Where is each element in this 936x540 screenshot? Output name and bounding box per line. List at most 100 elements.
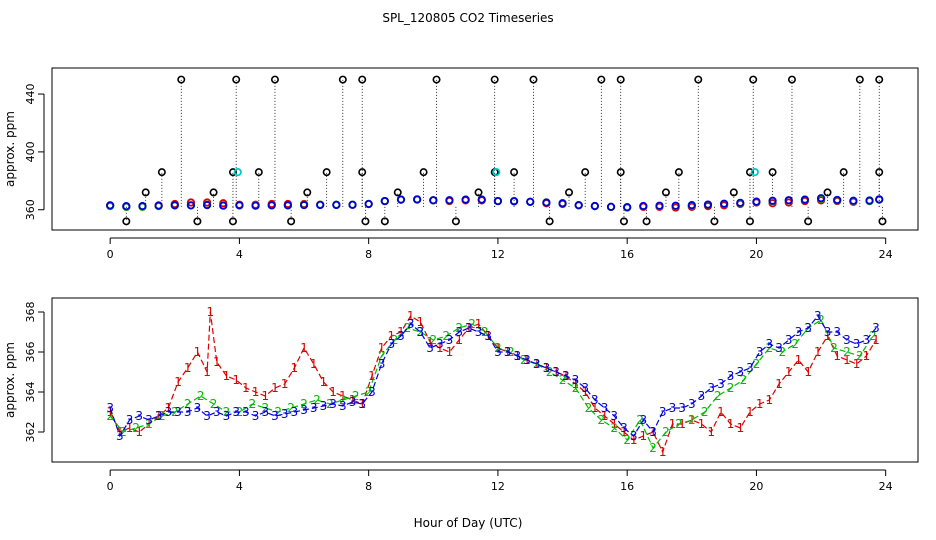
point-series-outlier-low bbox=[228, 217, 237, 226]
point-series-1: 1 bbox=[417, 315, 425, 329]
point-series-3 bbox=[122, 202, 131, 211]
point-series-2: 2 bbox=[158, 409, 166, 423]
point-series-2: 2 bbox=[533, 357, 541, 371]
point-series-outlier-mid bbox=[322, 168, 331, 177]
point-series-3: 3 bbox=[387, 337, 395, 351]
top-x-tick-label: 8 bbox=[365, 248, 372, 261]
point-series-3: 3 bbox=[378, 357, 386, 371]
top-y-tick-label: 360 bbox=[24, 199, 37, 220]
point-series-1: 1 bbox=[426, 335, 434, 349]
point-series-2: 2 bbox=[843, 345, 851, 359]
point-series-3: 3 bbox=[649, 425, 657, 439]
point-series-3 bbox=[332, 200, 341, 210]
point-series-2: 2 bbox=[300, 397, 308, 411]
point-series-3: 3 bbox=[601, 401, 609, 415]
point-series-3: 3 bbox=[184, 405, 192, 419]
point-series-3: 3 bbox=[436, 337, 444, 351]
point-series-2: 2 bbox=[365, 385, 373, 399]
top-x-tick-label: 16 bbox=[620, 248, 634, 261]
point-series-1: 1 bbox=[756, 397, 764, 411]
point-series-2: 2 bbox=[468, 317, 476, 331]
point-series-3: 3 bbox=[300, 403, 308, 417]
point-series-1: 1 bbox=[232, 373, 240, 387]
point-series-2: 2 bbox=[145, 417, 153, 431]
point-series-3: 3 bbox=[756, 345, 764, 359]
point-series-1: 1 bbox=[591, 401, 599, 415]
point-series-3: 3 bbox=[513, 349, 521, 363]
point-series-outlier-high bbox=[529, 75, 538, 84]
bottom-x-tick-label: 0 bbox=[107, 480, 114, 493]
point-series-outlier-high bbox=[749, 75, 758, 84]
point-series-1: 1 bbox=[310, 357, 318, 371]
point-series-3: 3 bbox=[814, 309, 822, 323]
point-series-3: 3 bbox=[620, 421, 628, 435]
point-series-1: 1 bbox=[824, 329, 832, 343]
point-series-3 bbox=[283, 201, 292, 210]
bottom-y-axis-title: approx. ppm bbox=[3, 342, 17, 418]
point-series-2: 2 bbox=[869, 329, 877, 343]
point-series-3: 3 bbox=[659, 405, 667, 419]
point-series-3: 3 bbox=[678, 401, 686, 415]
point-series-1: 1 bbox=[465, 321, 473, 335]
point-series-3 bbox=[606, 202, 616, 211]
point-series-3 bbox=[655, 201, 664, 210]
point-series-1: 1 bbox=[320, 375, 328, 389]
point-series-2: 2 bbox=[339, 393, 347, 407]
point-series-2: 2 bbox=[210, 397, 218, 411]
point-series-outlier-high bbox=[855, 75, 864, 84]
point-series-2: 2 bbox=[313, 393, 321, 407]
point-series-3 bbox=[186, 201, 196, 210]
point-series-outlier-low bbox=[823, 188, 832, 197]
point-series-1: 1 bbox=[804, 365, 812, 379]
point-series-3 bbox=[816, 194, 826, 203]
point-series-3: 3 bbox=[484, 329, 492, 343]
point-series-1: 1 bbox=[630, 433, 638, 447]
point-series-2: 2 bbox=[455, 321, 463, 335]
point-series-3: 3 bbox=[116, 429, 124, 443]
point-series-3: 3 bbox=[252, 409, 260, 423]
point-series-2: 2 bbox=[197, 389, 205, 403]
point-series-1: 1 bbox=[407, 309, 415, 323]
point-series-3 bbox=[736, 198, 745, 207]
point-series-1: 1 bbox=[455, 333, 463, 347]
top-x-tick-label: 24 bbox=[879, 248, 893, 261]
line-series-3 bbox=[109, 314, 877, 438]
point-series-2: 2 bbox=[417, 325, 425, 339]
point-series-2: 2 bbox=[701, 405, 709, 419]
point-series-outlier-low bbox=[380, 217, 389, 226]
point-series-3 bbox=[558, 199, 567, 208]
point-series-3: 3 bbox=[145, 413, 153, 427]
top-panel-axes: 0 4 8 12 16 20 24 360 400 440 bbox=[24, 84, 893, 261]
point-series-1: 1 bbox=[271, 381, 279, 395]
point-series-1: 1 bbox=[349, 393, 357, 407]
point-series-3: 3 bbox=[610, 409, 618, 423]
point-series-3 bbox=[203, 201, 212, 210]
point-series-3 bbox=[671, 201, 680, 210]
point-series-outlier-high bbox=[694, 75, 703, 84]
point-series-2: 2 bbox=[184, 397, 192, 411]
point-series-outlier-high bbox=[177, 75, 186, 84]
point-series-2: 2 bbox=[429, 333, 437, 347]
point-series-3: 3 bbox=[746, 361, 754, 375]
point-series-1: 1 bbox=[194, 345, 202, 359]
point-series-1: 1 bbox=[814, 345, 822, 359]
point-series-2: 2 bbox=[753, 357, 761, 371]
point-series-outlier-low bbox=[393, 188, 402, 197]
point-series-1: 1 bbox=[300, 341, 308, 355]
top-panel-marks bbox=[106, 75, 887, 226]
point-series-1: 1 bbox=[688, 413, 696, 427]
point-series-3 bbox=[784, 196, 793, 205]
point-series-3: 3 bbox=[349, 395, 357, 409]
point-series-2: 2 bbox=[287, 401, 295, 415]
point-series-3: 3 bbox=[397, 329, 405, 343]
point-series-3 bbox=[623, 203, 632, 212]
point-series-3 bbox=[235, 201, 244, 210]
point-series-2: 2 bbox=[481, 325, 489, 339]
point-series-outlier-mid bbox=[616, 168, 625, 177]
point-series-outlier-high bbox=[232, 75, 241, 84]
point-series-3: 3 bbox=[126, 413, 134, 427]
point-series-2: 2 bbox=[740, 373, 748, 387]
point-series-1: 1 bbox=[785, 365, 793, 379]
point-series-outlier-mid bbox=[157, 168, 166, 177]
bottom-x-tick-label: 20 bbox=[749, 480, 763, 493]
